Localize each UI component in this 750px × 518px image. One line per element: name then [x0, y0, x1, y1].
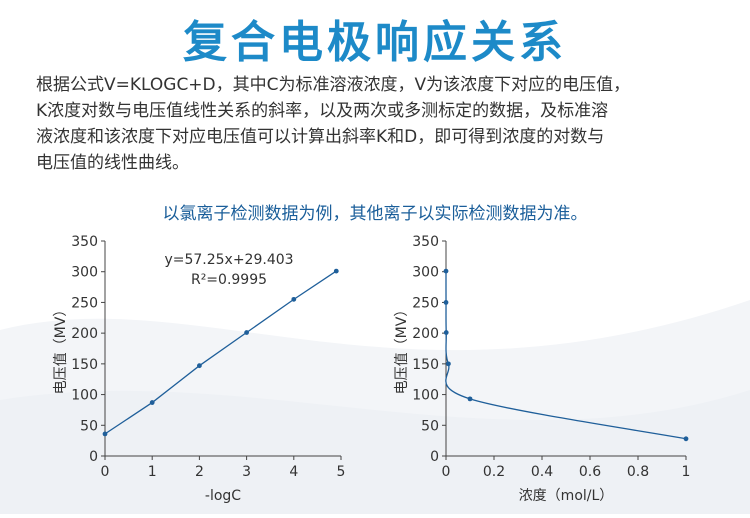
page-title: 复合电极响应关系 [183, 17, 567, 68]
series-line [104, 270, 337, 435]
y-tick-label: 50 [80, 418, 98, 434]
data-point [443, 268, 449, 274]
data-point [149, 400, 155, 405]
description-line: 根据公式V=KLOGC+D，其中C为标准溶液浓度，V为该浓度下对应的电压值， [36, 75, 631, 95]
x-tick-label: 3 [242, 464, 251, 480]
y-tick-label: 350 [412, 234, 439, 250]
y-tick-label: 50 [421, 418, 439, 434]
y-tick-label: 100 [412, 388, 439, 404]
description-line: 电压值的线性曲线。 [36, 153, 189, 173]
x-tick-label: 0.6 [579, 464, 601, 480]
y-tick-label: 250 [71, 295, 98, 311]
example-note: 以氯离子检测数据为例，其他离子以实际检测数据为准。 [162, 204, 588, 224]
x-tick-label: 0 [442, 464, 451, 480]
x-tick-label: 0.2 [483, 464, 505, 480]
x-tick-label: 1 [682, 464, 691, 480]
data-point [443, 300, 449, 305]
y-axis-label: 电压值（MV） [53, 303, 69, 395]
description: 根据公式V=KLOGC+D，其中C为标准溶液浓度，V为该浓度下对应的电压值， K… [36, 72, 726, 176]
x-tick-label: 0.8 [627, 464, 649, 480]
chart-log-concentration: 0 50 100 150 200 250 300 350 0 1 2 3 4 5 -logC 电压值（MV） y… [36, 226, 366, 514]
y-tick-label: 0 [89, 449, 98, 465]
y-tick-label: 300 [71, 265, 98, 281]
data-point [443, 330, 449, 335]
x-axis-label: 浓度（mol/L） [519, 488, 614, 504]
data-point [446, 361, 451, 367]
y-tick-label: 200 [71, 326, 98, 342]
y-tick-label: 0 [430, 449, 439, 465]
y-tick-label: 150 [71, 357, 98, 373]
y-tick-label: 200 [412, 326, 439, 342]
y-tick-label: 300 [412, 265, 439, 281]
x-tick-label: 4 [289, 464, 298, 480]
x-tick-label: 2 [195, 464, 204, 480]
x-tick-label: 5 [337, 464, 346, 480]
y-axis-label: 电压值（MV） [394, 303, 410, 395]
trendline-r-squared: R²=0.9995 [191, 272, 267, 288]
data-point [467, 396, 473, 402]
data-point [102, 431, 108, 437]
trendline-equation: y=57.25x+29.403 [164, 252, 293, 268]
y-tick-label: 100 [71, 388, 98, 404]
x-tick-label: 0 [101, 464, 110, 480]
x-axis-label: -logC [205, 488, 241, 504]
chart-log-concentration-svg: 0 50 100 150 200 250 300 350 0 1 2 3 4 5 -logC 电压值（MV） y… [53, 234, 346, 504]
description-line: K浓度对数与电压值线性关系的斜率，以及两次或多测标定的数据，及标准溶 [36, 101, 609, 121]
data-point [197, 363, 202, 369]
data-point [244, 330, 250, 335]
data-point [291, 296, 297, 302]
data-point [683, 436, 689, 442]
y-tick-label: 350 [71, 234, 98, 250]
description-line: 液浓度和该浓度下对应电压值可以计算出斜率K和D，即可得到浓度的对数与 [36, 127, 605, 147]
y-tick-label: 250 [412, 295, 439, 311]
y-tick-label: 150 [412, 357, 439, 373]
x-tick-label: 1 [148, 464, 157, 480]
chart-concentration: 0 50 100 150 200 250 300 350 0 0.2 0.4 0.6 0.8 1 浓度（mo… [380, 226, 730, 514]
data-point [333, 268, 339, 274]
chart-concentration-svg: 0 50 100 150 200 250 300 350 0 0.2 0.4 0.6 0.8 1 浓度（mo… [394, 234, 691, 504]
x-tick-label: 0.4 [531, 464, 553, 480]
series-line [445, 271, 687, 440]
